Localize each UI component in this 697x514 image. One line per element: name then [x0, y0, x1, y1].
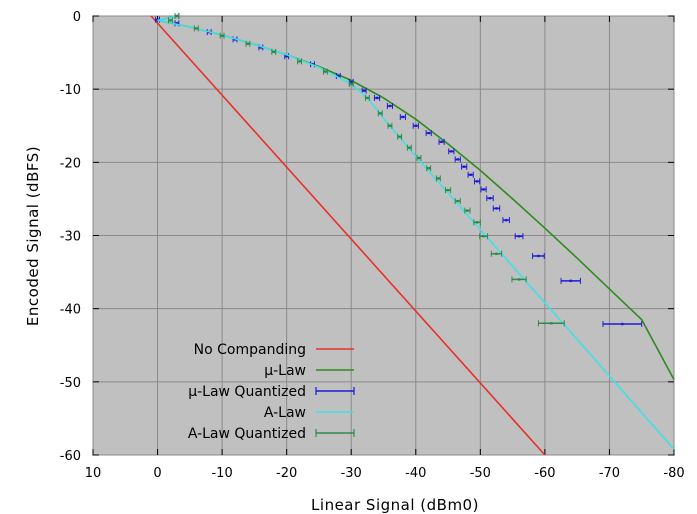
mu-law-quantized-point — [438, 138, 445, 145]
y-tick-label: -60 — [60, 449, 81, 464]
mu-law-quantized-point — [373, 94, 381, 101]
y-tick-label: 0 — [73, 10, 81, 25]
a-law-quantized-point — [444, 187, 452, 194]
x-tick-label: -20 — [276, 466, 297, 481]
mu-law-quantized-point — [448, 148, 455, 155]
x-axis-label: Linear Signal (dBm0) — [311, 496, 479, 514]
y-axis-label: Encoded Signal (dBFS) — [24, 146, 42, 326]
a-law-quantized-point — [377, 110, 383, 117]
mu-law-quantized-point — [461, 163, 468, 170]
a-law-quantized-point — [322, 68, 328, 75]
a-law-quantized-point — [537, 320, 565, 327]
mu-law-quantized-point — [399, 113, 406, 120]
y-tick-label: -20 — [60, 156, 81, 171]
mu-law-quantized-point — [454, 156, 461, 163]
a-law-quantized-point — [479, 233, 488, 240]
series-layer — [150, 13, 675, 456]
mu-law-quantized-point — [492, 205, 501, 212]
a-law-quantized-point — [511, 276, 527, 283]
legend-item-no-companding: No Companding — [194, 342, 354, 358]
legend-label: No Companding — [194, 342, 306, 358]
legend-label: A-Law Quantized — [188, 426, 306, 442]
mu-law-quantized-point — [560, 277, 581, 284]
no-companding-line — [150, 15, 546, 456]
a-law-quantized-point — [271, 48, 277, 55]
y-tick-label: -30 — [60, 230, 81, 245]
y-tick-label: -10 — [60, 83, 81, 98]
a-law-quantized-point — [387, 122, 393, 129]
a-law-quantized-point — [348, 81, 354, 88]
x-tick-label: 0 — [153, 466, 161, 481]
x-tick-label: 10 — [85, 466, 102, 481]
a-law-quantized-point — [416, 154, 422, 161]
a-law-quantized-point — [219, 32, 225, 39]
x-tick-label: -40 — [405, 466, 426, 481]
mu-law-quantized-point — [602, 321, 643, 328]
y-tick-label: -50 — [60, 376, 81, 391]
mu-law-quantized-point — [532, 252, 545, 259]
mu-law-quantized-point — [480, 186, 487, 193]
a-law-quantized-point — [426, 165, 432, 172]
a-law-quantized-point — [397, 133, 403, 140]
mu-law-quantized-point — [474, 178, 481, 185]
x-tick-labels: 10 0 -10 -20 -30 -40 -50 -60 -70 -80 — [85, 466, 685, 481]
a-law-quantized-point — [464, 207, 471, 214]
legend: No Companding μ-Law μ-Law Quantized A-Law A-… — [188, 342, 355, 442]
a-law-quantized-point — [297, 58, 303, 65]
y-tick-label: -40 — [60, 303, 81, 318]
a-law-quantized-point — [473, 219, 481, 226]
a-law-quantized-point — [193, 25, 199, 32]
a-law-quantized-point — [490, 250, 503, 257]
mu-law-quantized-point — [425, 130, 432, 137]
x-tick-label: -50 — [470, 466, 491, 481]
y-tick-labels: 0 -10 -20 -30 -40 -50 -60 — [60, 10, 81, 464]
legend-label: μ-Law Quantized — [188, 384, 306, 400]
legend-label: A-Law — [264, 405, 306, 421]
legend-item-mu-law: μ-Law — [264, 363, 354, 379]
series-no-companding — [150, 15, 546, 456]
a-law-quantized-point — [454, 198, 461, 205]
mu-law-quantized-point — [502, 217, 510, 224]
legend-item-mu-law-quantized: μ-Law Quantized — [188, 384, 355, 400]
mu-law-quantized-point — [386, 102, 394, 109]
mu-law-quantized-point — [486, 195, 494, 202]
series-mu-law-quantized — [155, 13, 643, 328]
mu-law-quantized-point — [412, 122, 419, 129]
mu-law-quantized-point — [467, 171, 474, 178]
x-tick-label: -70 — [599, 466, 620, 481]
legend-label: μ-Law — [264, 363, 306, 379]
a-law-quantized-point — [168, 17, 173, 24]
a-law-quantized-point — [406, 144, 412, 151]
legend-item-a-law-quantized: A-Law Quantized — [188, 426, 355, 442]
x-tick-label: -60 — [534, 466, 555, 481]
a-law-quantized-point — [435, 175, 441, 182]
mu-law-quantized-point — [514, 233, 524, 240]
a-law-quantized-point — [245, 40, 251, 47]
legend-item-a-law: A-Law — [264, 405, 354, 421]
x-tick-label: -10 — [211, 466, 232, 481]
series-a-law-quantized — [168, 13, 565, 327]
x-tick-label: -80 — [663, 466, 684, 481]
a-law-quantized-point — [174, 13, 180, 19]
tick-marks — [92, 15, 675, 456]
a-law-quantized-point — [364, 94, 370, 101]
x-tick-label: -30 — [341, 466, 362, 481]
